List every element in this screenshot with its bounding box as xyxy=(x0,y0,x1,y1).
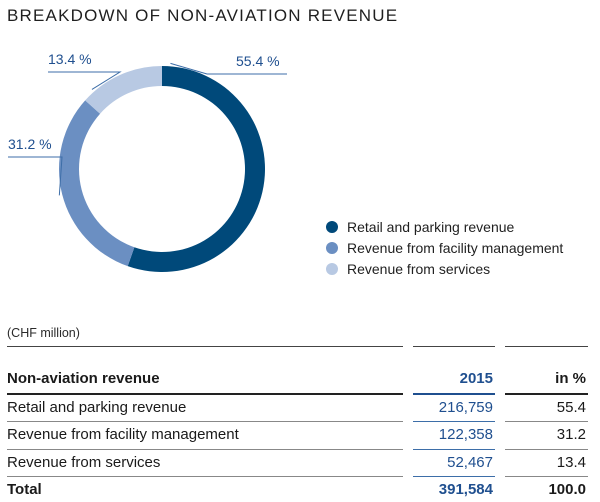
header-bottom-rule-pct xyxy=(505,393,588,395)
table-row: Revenue from facility management 122,358… xyxy=(7,423,590,447)
header-rule-pct xyxy=(505,346,588,347)
table-total-row: Total 391,584 100.0 xyxy=(7,478,590,502)
row-label: Revenue from facility management xyxy=(7,426,239,443)
legend-item-facility: Revenue from facility management xyxy=(326,237,563,258)
row-rule-year xyxy=(413,449,495,450)
donut-slice xyxy=(85,66,162,114)
donut-slices xyxy=(59,66,265,272)
header-bottom-rule-year xyxy=(413,393,495,395)
header-rule-label xyxy=(7,346,403,347)
table-row: Retail and parking revenue 216,759 55.4 xyxy=(7,396,590,420)
row-rule-label xyxy=(7,449,403,450)
legend-label-services: Revenue from services xyxy=(347,260,491,277)
donut-slice xyxy=(59,100,135,267)
row-rule-label xyxy=(7,421,403,422)
table-unit-label: (CHF million) xyxy=(7,326,80,340)
header-rule-year xyxy=(413,346,495,347)
row-value: 52,467 xyxy=(447,454,493,471)
legend-label-facility: Revenue from facility management xyxy=(347,239,564,256)
row-label: Revenue from services xyxy=(7,454,161,471)
donut-chart: 55.4 % 31.2 % 13.4 % xyxy=(8,51,287,272)
row-pct: 31.2 xyxy=(556,426,586,443)
slice-label: 31.2 % xyxy=(8,136,52,152)
donut-slice xyxy=(127,66,265,272)
legend-swatch-facility xyxy=(326,241,338,254)
total-label: Total xyxy=(7,481,42,498)
header-bottom-rule-label xyxy=(7,393,403,395)
legend-item-services: Revenue from services xyxy=(326,258,563,279)
total-pct: 100.0 xyxy=(548,481,586,498)
row-value: 216,759 xyxy=(438,399,493,416)
total-value: 391,584 xyxy=(438,481,493,498)
row-pct: 55.4 xyxy=(556,399,586,416)
legend-swatch-retail xyxy=(326,220,338,233)
row-rule-pct xyxy=(505,449,588,450)
table-header-row: Non-aviation revenue 2015 in % xyxy=(7,367,590,391)
chart-legend: Retail and parking revenue Revenue from … xyxy=(326,216,563,279)
slice-labels: 55.4 % 31.2 % 13.4 % xyxy=(8,51,287,196)
row-rule-year xyxy=(413,476,495,477)
slice-leader-line xyxy=(48,71,122,90)
row-rule-label xyxy=(7,476,403,477)
slice-leader-line xyxy=(8,156,63,196)
row-label: Retail and parking revenue xyxy=(7,399,187,416)
legend-swatch-services xyxy=(326,262,338,275)
slice-leader-line xyxy=(170,62,287,75)
row-value: 122,358 xyxy=(438,426,493,443)
table-header-pct: in % xyxy=(555,370,586,387)
slice-label: 55.4 % xyxy=(236,53,280,69)
row-rule-pct xyxy=(505,476,588,477)
row-rule-pct xyxy=(505,421,588,422)
chart-title: BREAKDOWN OF NON-AVIATION REVENUE xyxy=(7,6,399,25)
legend-label-retail: Retail and parking revenue xyxy=(347,218,515,235)
table-header-year: 2015 xyxy=(459,370,493,387)
row-pct: 13.4 xyxy=(556,454,586,471)
row-rule-year xyxy=(413,421,495,422)
table-row: Revenue from services 52,467 13.4 xyxy=(7,451,590,475)
legend-item-retail: Retail and parking revenue xyxy=(326,216,563,237)
slice-label: 13.4 % xyxy=(48,51,92,67)
table-header-label: Non-aviation revenue xyxy=(7,370,160,387)
